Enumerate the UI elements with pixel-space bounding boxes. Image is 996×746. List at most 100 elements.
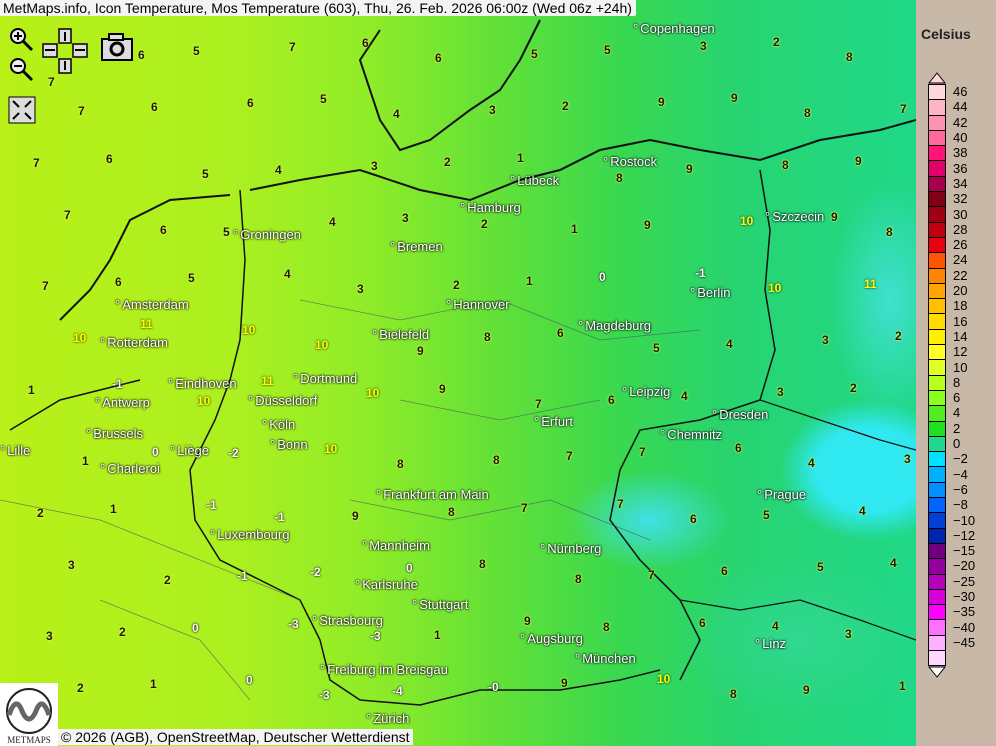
legend-label: 8 <box>953 374 961 390</box>
legend-color-cell <box>928 100 946 116</box>
temperature-value: 9 <box>658 95 665 109</box>
temperature-value: 6 <box>557 326 564 340</box>
temperature-value: 5 <box>817 560 824 574</box>
city-label: Düsseldorf <box>248 393 317 408</box>
temperature-value: 5 <box>531 47 538 61</box>
city-label: Antwerp <box>95 395 150 410</box>
temperature-value: 8 <box>448 505 455 519</box>
legend-color-cell <box>928 574 946 590</box>
legend-label: −15 <box>953 543 976 559</box>
temperature-value: 2 <box>37 506 44 520</box>
legend-color-cell <box>928 360 946 376</box>
temperature-value: 0 <box>599 270 606 284</box>
map-title: MetMaps.info, Icon Temperature, Mos Temp… <box>0 0 636 16</box>
legend-color-cell <box>928 421 946 437</box>
city-label: Dresden <box>712 407 768 422</box>
legend-label: 44 <box>953 99 968 115</box>
temperature-value: 10 <box>73 331 87 345</box>
temperature-value: 8 <box>484 330 491 344</box>
temperature-value: 11 <box>261 374 274 388</box>
legend-label: 36 <box>953 160 968 176</box>
legend-label: 2 <box>953 420 961 436</box>
legend-label: 12 <box>953 344 968 360</box>
temperature-value: 1 <box>434 628 441 642</box>
legend-color-cell <box>928 329 946 346</box>
city-label: Luxembourg <box>210 527 289 542</box>
temperature-value: 4 <box>393 107 400 121</box>
legend-label: −35 <box>953 604 976 620</box>
temperature-value: -4 <box>392 684 403 698</box>
legend-color-cell <box>928 452 946 468</box>
temperature-value: 0 <box>246 673 253 687</box>
temperature-value: 6 <box>721 564 728 578</box>
temperature-value: 2 <box>895 329 902 343</box>
legend-label: 6 <box>953 390 961 406</box>
legend-color-cell <box>928 436 946 453</box>
temperature-value: 3 <box>700 39 707 53</box>
temperature-value: 6 <box>362 36 369 50</box>
temperature-value: 1 <box>28 383 35 397</box>
city-label: Prague <box>757 487 806 502</box>
city-label: Linz <box>755 636 786 651</box>
temperature-value: 9 <box>831 210 838 224</box>
legend-color-cell <box>928 115 946 131</box>
temperature-value: 9 <box>561 676 568 690</box>
temperature-value: 7 <box>521 501 528 515</box>
city-label: Liège <box>170 443 209 458</box>
legend-label: 18 <box>953 298 968 314</box>
temperature-value: 4 <box>284 267 291 281</box>
zoom-in-icon[interactable] <box>8 26 36 54</box>
legend-label: −8 <box>953 497 968 513</box>
legend-unit: Celsius <box>921 26 971 42</box>
city-label: Stuttgart <box>412 597 468 612</box>
legend-label: −6 <box>953 481 968 497</box>
temperature-value: 11 <box>864 277 877 291</box>
legend-color-cell <box>928 253 946 269</box>
zoom-out-icon[interactable] <box>8 56 36 84</box>
temperature-value: 3 <box>777 385 784 399</box>
legend-label: 40 <box>953 130 968 146</box>
legend-label: −20 <box>953 558 976 574</box>
temperature-value: -1 <box>112 377 123 391</box>
legend-label: 24 <box>953 252 968 268</box>
city-label: Charleroi <box>100 461 160 476</box>
temperature-value: 7 <box>64 208 71 222</box>
temperature-value: 4 <box>808 456 815 470</box>
temperature-value: 9 <box>731 91 738 105</box>
map-canvas[interactable]: Copenhagen Rostock Lübeck Hamburg Szczecin Gr… <box>0 0 916 746</box>
temperature-value: 6 <box>138 48 145 62</box>
temperature-value: 2 <box>453 278 460 292</box>
temperature-value: 6 <box>690 512 697 526</box>
temperature-value: 9 <box>524 614 531 628</box>
temperature-value: 7 <box>566 449 573 463</box>
legend-color-cell <box>928 146 946 162</box>
temperature-value: 4 <box>681 389 688 403</box>
city-label: Frankfurt am Main <box>376 487 488 502</box>
temperature-value: 3 <box>822 333 829 347</box>
fullscreen-icon[interactable] <box>8 96 36 124</box>
legend-label: 28 <box>953 221 968 237</box>
legend-color-cell <box>928 192 946 208</box>
legend-color-cell <box>928 482 946 499</box>
temperature-value: -3 <box>288 617 299 631</box>
city-label: Freiburg im Breisgau <box>320 662 448 677</box>
city-label: Bremen <box>390 239 443 254</box>
city-label: Bonn <box>270 437 307 452</box>
temperature-value: 5 <box>202 167 209 181</box>
temperature-value: 10 <box>740 214 754 228</box>
temperature-value: 7 <box>78 104 85 118</box>
temperature-value: 6 <box>106 152 113 166</box>
temperature-value: 8 <box>575 572 582 586</box>
legend-bottom-arrow <box>928 666 946 679</box>
legend-label: −25 <box>953 573 976 589</box>
temperature-value: 8 <box>804 106 811 120</box>
city-label: Hannover <box>446 297 509 312</box>
temperature-value: 10 <box>197 394 211 408</box>
city-label: Leipzig <box>622 384 670 399</box>
camera-icon[interactable] <box>100 32 134 62</box>
temperature-value: 7 <box>617 497 624 511</box>
temperature-value: 6 <box>247 96 254 110</box>
pan-arrows-icon[interactable] <box>42 28 90 74</box>
temperature-value: 0 <box>406 561 413 575</box>
legend-color-cell <box>928 498 946 514</box>
